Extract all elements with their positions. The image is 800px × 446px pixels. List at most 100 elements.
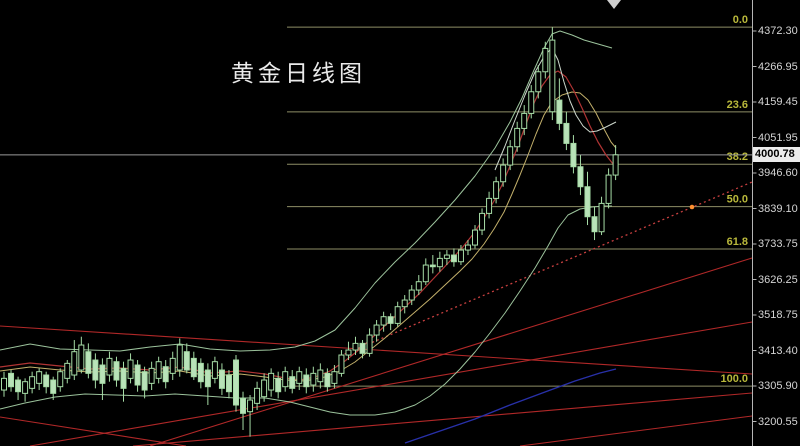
candle-body	[591, 216, 598, 233]
trend-descending-upper	[0, 325, 753, 375]
candle-body	[275, 377, 282, 393]
candle-body	[436, 257, 443, 268]
candle-body	[155, 361, 162, 379]
candle-body	[99, 364, 106, 384]
candle-body	[387, 316, 394, 324]
candle-body	[190, 357, 197, 378]
candle-body	[240, 397, 247, 414]
candle-body	[507, 146, 514, 166]
fib-label-0.0: 0.0	[733, 14, 748, 26]
lower-bollinger-band	[0, 205, 612, 416]
candle-body	[317, 369, 324, 383]
candle-body	[380, 316, 387, 326]
fib-label-100.0: 100.0	[720, 373, 748, 385]
candle-body	[296, 371, 303, 384]
candle-body	[162, 366, 169, 383]
candle-body	[479, 212, 486, 231]
trend-ascending-1	[29, 321, 753, 446]
candle-body	[345, 349, 352, 356]
candle-body	[176, 344, 183, 371]
candle-body	[359, 342, 366, 354]
trend-ascending-4	[132, 392, 753, 446]
candle-body	[282, 371, 289, 388]
candle-body	[528, 91, 535, 114]
candle-body	[106, 357, 113, 376]
candle-body	[71, 351, 78, 376]
candle-body	[493, 181, 500, 199]
candle-body	[612, 154, 619, 176]
candle-body	[422, 264, 429, 283]
candle-body	[464, 244, 471, 251]
candle-body	[43, 374, 50, 388]
candle-body	[148, 367, 155, 384]
candle-body	[366, 334, 373, 354]
candle-body	[338, 354, 345, 374]
candle-body	[457, 249, 464, 263]
candle-body	[204, 369, 211, 388]
candle-body	[247, 399, 254, 413]
candle-body	[443, 254, 450, 259]
fib-label-38.2: 38.2	[727, 151, 748, 163]
candle-body	[500, 164, 507, 183]
candle-body	[127, 359, 134, 379]
candle-body	[584, 186, 591, 218]
candle-body	[373, 324, 380, 336]
candle-body	[521, 112, 528, 129]
candle-body	[113, 361, 120, 381]
candle-body	[429, 264, 436, 268]
candle-body	[29, 376, 36, 389]
candle-body	[331, 371, 338, 384]
candle-body	[120, 367, 127, 389]
candle-body	[352, 342, 359, 351]
candle-body	[183, 351, 190, 371]
candle-body	[303, 374, 310, 388]
candle-body	[570, 142, 577, 168]
ma-khaki	[0, 91, 617, 382]
candle-body	[15, 379, 22, 393]
candle-body	[92, 359, 99, 381]
candle-body	[50, 379, 57, 394]
candle-body	[134, 364, 141, 386]
candle-body	[415, 281, 422, 291]
candle-body	[394, 306, 401, 324]
fib-label-61.8: 61.8	[727, 236, 748, 248]
candle-body	[225, 374, 232, 393]
candle-body	[289, 376, 296, 389]
fib-label-50.0: 50.0	[727, 194, 748, 206]
candle-body	[535, 71, 542, 93]
ma-red	[0, 70, 614, 381]
candle-body	[64, 362, 71, 379]
candle-body	[232, 359, 239, 406]
current-price-badge: 4000.78	[753, 147, 800, 162]
candle-body	[22, 381, 29, 394]
candle-body	[254, 387, 261, 404]
ma-white	[494, 47, 617, 171]
cursor-marker	[607, 0, 621, 9]
candle-body	[486, 197, 493, 214]
candle-body	[261, 379, 268, 398]
candle-body	[563, 122, 570, 144]
trend-dot-marker	[689, 204, 695, 210]
candle-body	[514, 127, 521, 148]
candle-body	[408, 289, 415, 301]
candle-body	[324, 372, 331, 388]
candle-body	[605, 174, 612, 204]
candle-body	[36, 371, 43, 384]
candle-body	[401, 299, 408, 308]
candle-body	[310, 372, 317, 386]
trend-ascending-2	[149, 257, 753, 446]
candle-body	[197, 362, 204, 383]
candle-body	[268, 372, 275, 391]
candle-body	[549, 39, 556, 113]
candle-body	[78, 344, 85, 371]
candle-body	[542, 47, 549, 73]
candle-body	[8, 372, 15, 388]
trend-ascending-3	[519, 415, 753, 446]
candle-body	[218, 369, 225, 389]
ma-blue	[404, 368, 617, 444]
fib-label-23.6: 23.6	[727, 99, 748, 111]
chart-title: 黄金日线图	[231, 61, 366, 87]
candle-body	[598, 202, 605, 233]
